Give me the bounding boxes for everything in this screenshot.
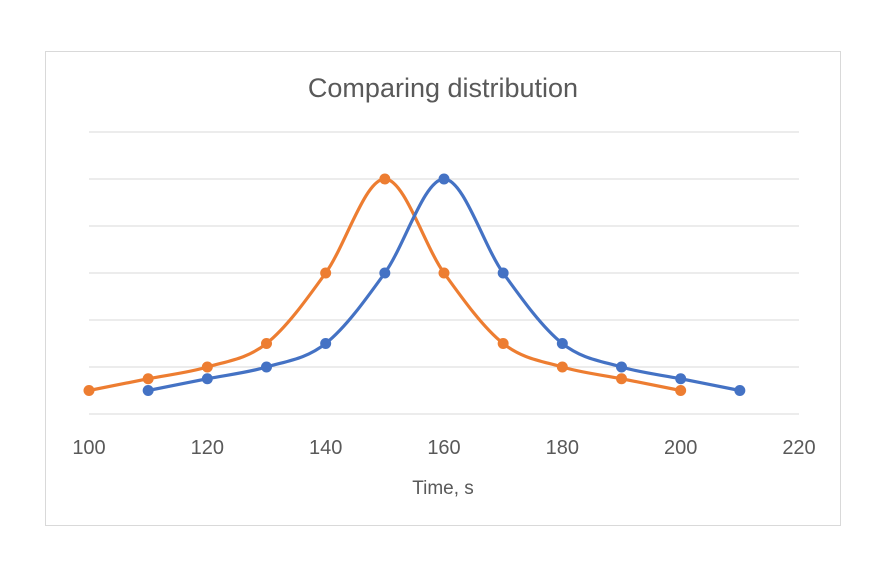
x-axis-title: Time, s	[412, 478, 474, 499]
data-point	[379, 173, 391, 185]
data-point	[379, 267, 391, 279]
series-layer	[83, 173, 746, 396]
data-point	[201, 373, 213, 385]
chart-area: Comparing distribution 100 120 140 160 180 20…	[45, 51, 841, 526]
data-point	[83, 385, 95, 396]
data-point	[438, 173, 450, 185]
data-point	[142, 373, 154, 385]
x-axis-ticks: 100 120 140 160 180 200 220	[72, 437, 815, 459]
data-point	[142, 385, 154, 396]
data-point	[201, 361, 213, 373]
data-point	[320, 267, 332, 279]
data-point	[556, 338, 568, 349]
data-point	[556, 361, 568, 373]
line-chart: Comparing distribution 100 120 140 160 180 20…	[72, 73, 815, 499]
data-point	[261, 361, 272, 373]
data-point	[497, 338, 509, 349]
x-tick-label: 160	[427, 437, 460, 459]
data-point	[261, 338, 272, 349]
data-point	[616, 373, 627, 385]
x-tick-label: 140	[309, 437, 342, 459]
data-point	[438, 267, 450, 279]
x-tick-label: 120	[191, 437, 224, 459]
data-point	[616, 361, 627, 373]
data-point	[320, 338, 332, 349]
data-point	[734, 385, 746, 396]
x-tick-label: 100	[72, 437, 105, 459]
x-tick-label: 200	[664, 437, 697, 459]
data-point	[497, 267, 509, 279]
chart-title: Comparing distribution	[308, 73, 578, 103]
x-tick-label: 180	[546, 437, 579, 459]
data-point	[675, 385, 687, 396]
data-point	[675, 373, 687, 385]
x-tick-label: 220	[782, 437, 815, 459]
